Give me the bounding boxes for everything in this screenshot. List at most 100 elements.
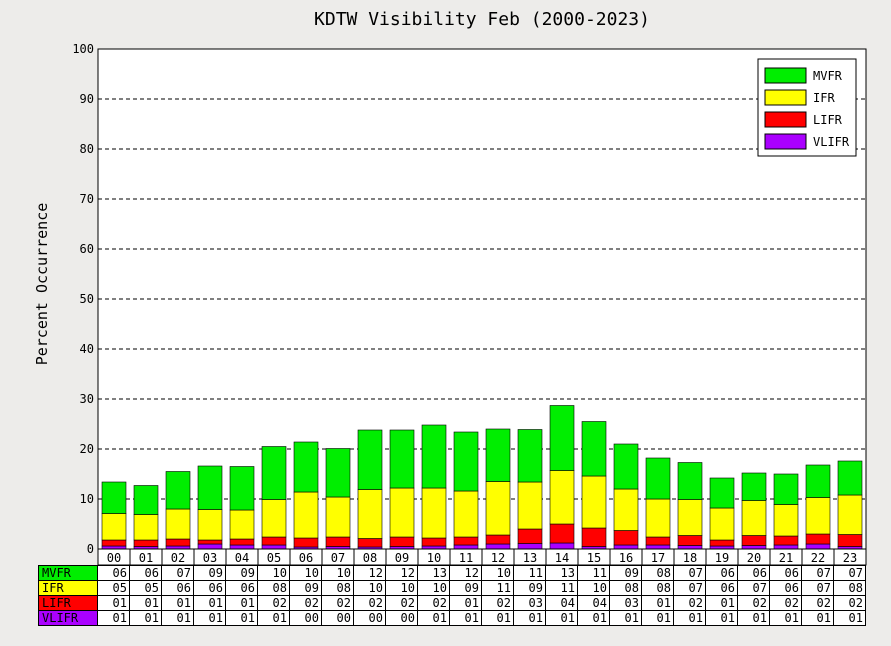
table-cell: 08 bbox=[609, 580, 642, 596]
table-row-label: IFR bbox=[38, 580, 98, 596]
bar-segment-lifr bbox=[677, 535, 703, 546]
legend-swatch-lifr bbox=[764, 111, 807, 128]
x-tick-label: 14 bbox=[555, 551, 569, 565]
table-cell: 01 bbox=[641, 610, 674, 626]
x-tick-label: 21 bbox=[779, 551, 793, 565]
bar-segment-lifr bbox=[133, 539, 159, 547]
table-cell: 09 bbox=[513, 580, 546, 596]
bar-segment-ifr bbox=[613, 488, 639, 531]
table-cell: 02 bbox=[257, 595, 290, 611]
table-cell: 01 bbox=[641, 595, 674, 611]
table-row-mvfr: MVFR 06 06 07 09 09 10 10 10 12 12 13 12 10 11 13 11 09 08… bbox=[38, 565, 866, 581]
bar-segment-lifr bbox=[549, 523, 575, 544]
bar-segment-lifr bbox=[773, 535, 799, 546]
table-cell: 10 bbox=[481, 565, 514, 581]
bar-segment-lifr bbox=[645, 536, 671, 546]
bar-segment-lifr bbox=[805, 533, 831, 545]
bar-segment-ifr bbox=[325, 496, 351, 538]
bar-segment-lifr bbox=[837, 534, 863, 547]
table-cell: 02 bbox=[833, 595, 866, 611]
bar-segment-ifr bbox=[261, 499, 287, 538]
table-cell: 02 bbox=[481, 595, 514, 611]
x-tick-label: 00 bbox=[107, 551, 121, 565]
table-cell: 09 bbox=[225, 565, 258, 581]
bar-segment-lifr bbox=[517, 528, 543, 544]
bar-segment-mvfr bbox=[453, 431, 479, 492]
table-cell: 12 bbox=[385, 565, 418, 581]
bar-segment-mvfr bbox=[645, 457, 671, 500]
bar-segment-mvfr bbox=[357, 429, 383, 490]
table-cell: 02 bbox=[353, 595, 386, 611]
table-cell: 10 bbox=[417, 580, 450, 596]
table-cell: 00 bbox=[289, 610, 322, 626]
table-cell: 01 bbox=[161, 595, 194, 611]
bar-segment-lifr bbox=[165, 538, 191, 547]
bar-segment-mvfr bbox=[549, 405, 575, 471]
bar-segment-ifr bbox=[805, 497, 831, 535]
table-cell: 02 bbox=[801, 595, 834, 611]
x-tick-label: 05 bbox=[267, 551, 281, 565]
table-cell: 07 bbox=[801, 580, 834, 596]
bar-segment-ifr bbox=[549, 470, 575, 525]
bar-segment-lifr bbox=[421, 537, 447, 547]
table-cell: 02 bbox=[385, 595, 418, 611]
table-cell: 01 bbox=[449, 595, 482, 611]
x-tick-label: 22 bbox=[811, 551, 825, 565]
table-cell: 06 bbox=[769, 565, 802, 581]
table-cell: 00 bbox=[321, 610, 354, 626]
bar-segment-ifr bbox=[197, 509, 223, 541]
bar-segment-mvfr bbox=[741, 472, 767, 501]
bar-segment-ifr bbox=[421, 487, 447, 539]
table-cell: 01 bbox=[193, 610, 226, 626]
table-cell: 01 bbox=[129, 610, 162, 626]
legend-label-vlifr: VLIFR bbox=[813, 135, 850, 149]
table-cell: 02 bbox=[737, 595, 770, 611]
bar-segment-vlifr bbox=[517, 543, 543, 550]
table-cell: 11 bbox=[481, 580, 514, 596]
table-cell: 01 bbox=[225, 595, 258, 611]
x-tick-label: 12 bbox=[491, 551, 505, 565]
table-cell: 01 bbox=[97, 595, 130, 611]
table-cell: 07 bbox=[161, 565, 194, 581]
bar-segment-mvfr bbox=[101, 481, 127, 514]
table-cell: 08 bbox=[321, 580, 354, 596]
bar-segment-ifr bbox=[677, 499, 703, 536]
bar-segment-ifr bbox=[133, 514, 159, 541]
table-cell: 01 bbox=[417, 610, 450, 626]
bar-segment-mvfr bbox=[613, 443, 639, 490]
y-tick-label: 0 bbox=[87, 542, 94, 556]
table-cell: 06 bbox=[769, 580, 802, 596]
table-cell: 10 bbox=[257, 565, 290, 581]
table-row-vlifr: VLIFR 01 01 01 01 01 01 00 00 00 00 01 01 01 01 01 01 01 0… bbox=[38, 610, 866, 626]
bar-segment-ifr bbox=[485, 481, 511, 536]
table-cell: 01 bbox=[609, 610, 642, 626]
table-cell: 01 bbox=[129, 595, 162, 611]
bar-segment-vlifr bbox=[453, 544, 479, 550]
table-cell: 01 bbox=[225, 610, 258, 626]
table-cell: 01 bbox=[513, 610, 546, 626]
table-cell: 08 bbox=[257, 580, 290, 596]
bar-segment-mvfr bbox=[133, 485, 159, 515]
bar-segment-mvfr bbox=[485, 428, 511, 482]
bar-segment-ifr bbox=[453, 490, 479, 538]
x-tick-label: 04 bbox=[235, 551, 249, 565]
table-cell: 02 bbox=[417, 595, 450, 611]
bar-segment-vlifr bbox=[805, 543, 831, 550]
x-tick-label: 11 bbox=[459, 551, 473, 565]
bar-segment-mvfr bbox=[325, 448, 351, 498]
bar-segment-vlifr bbox=[773, 544, 799, 550]
table-cell: 08 bbox=[641, 565, 674, 581]
x-tick-label: 01 bbox=[139, 551, 153, 565]
legend-label-ifr: IFR bbox=[813, 91, 835, 105]
table-cell: 10 bbox=[385, 580, 418, 596]
x-tick-label: 02 bbox=[171, 551, 185, 565]
legend-label-lifr: LIFR bbox=[813, 113, 843, 127]
bar-segment-mvfr bbox=[805, 464, 831, 498]
table-cell: 01 bbox=[577, 610, 610, 626]
table-cell: 07 bbox=[833, 565, 866, 581]
table-cell: 06 bbox=[97, 565, 130, 581]
bar-segment-ifr bbox=[645, 498, 671, 538]
table-cell: 01 bbox=[193, 595, 226, 611]
bar-segment-lifr bbox=[229, 538, 255, 546]
bar-segment-mvfr bbox=[293, 441, 319, 493]
